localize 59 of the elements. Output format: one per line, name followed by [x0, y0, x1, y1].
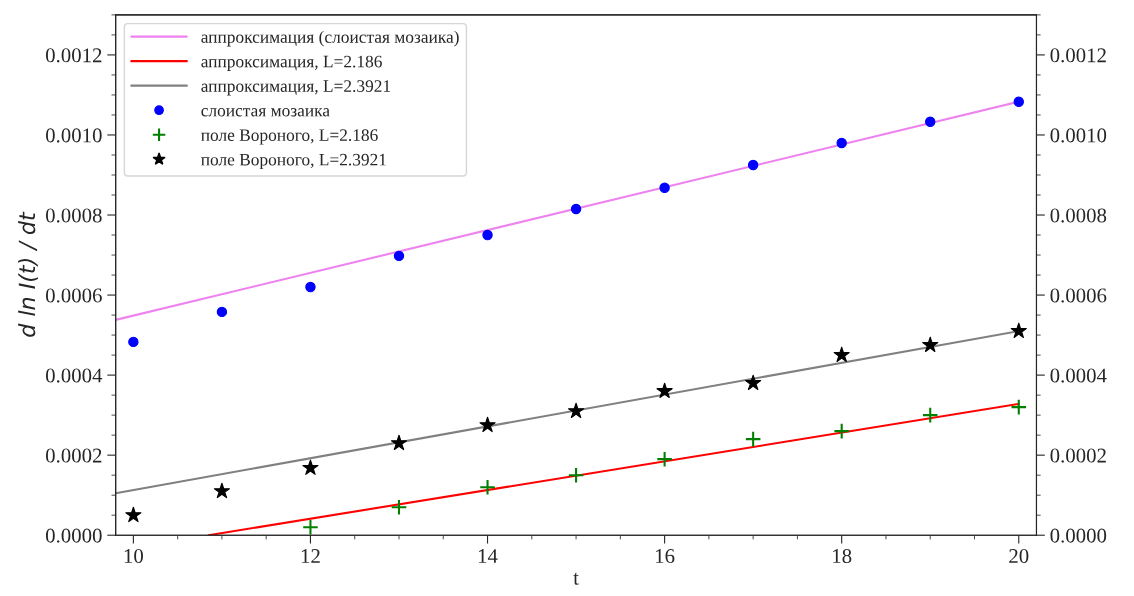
y2-tick-label: 0.0002 — [1050, 448, 1106, 463]
point — [393, 250, 405, 262]
point — [305, 281, 316, 293]
point — [659, 182, 670, 194]
point — [479, 478, 496, 496]
y-tick-label: 0.0002 — [45, 448, 102, 463]
point — [921, 406, 939, 424]
y-tick-label: 0.0012 — [45, 48, 102, 63]
y-tick-label: 0.0010 — [45, 128, 102, 143]
y-tick-label: 0.0000 — [45, 528, 102, 543]
point — [479, 416, 496, 433]
legend-label: поле Вороного, L=2.3921 — [201, 153, 386, 170]
point — [567, 466, 585, 484]
x-tick-label: 18 — [833, 549, 852, 564]
point — [925, 116, 936, 127]
y2-tick-label: 0.0004 — [1050, 368, 1107, 383]
point — [656, 450, 673, 468]
point — [744, 430, 762, 448]
point — [745, 374, 762, 391]
x-tick-label: 16 — [656, 549, 675, 564]
y2-tick-label: 0.0000 — [1050, 528, 1107, 543]
point — [390, 434, 408, 451]
y-axis-title: d ln I(t) / dt — [18, 211, 38, 337]
y2-tick-label: 0.0006 — [1050, 288, 1107, 303]
point — [302, 518, 319, 536]
legend-label: поле Вороного, L=2.186 — [201, 129, 378, 145]
point — [1010, 398, 1028, 416]
point — [833, 422, 851, 440]
point — [482, 229, 493, 241]
y-tick-label: 0.0006 — [45, 288, 102, 303]
point — [390, 498, 408, 516]
point — [570, 203, 582, 215]
point — [747, 159, 759, 171]
legend-label: аппроксимация, L=2.3921 — [201, 80, 391, 96]
point — [1010, 322, 1027, 339]
legend-label: аппроксимация (слоистая мозаика) — [201, 30, 459, 47]
point — [213, 482, 231, 499]
legend-label: аппроксимация, L=2.186 — [201, 55, 382, 71]
y-tick-label: 0.0004 — [45, 368, 103, 383]
y2-tick-label: 0.0010 — [1050, 128, 1107, 143]
point — [656, 382, 673, 399]
point — [216, 306, 228, 318]
point — [833, 346, 850, 363]
x-tick-label: 14 — [478, 549, 498, 563]
x-axis-title: t — [573, 572, 579, 585]
point — [1013, 96, 1024, 107]
y2-tick-label: 0.0008 — [1050, 208, 1107, 223]
legend-label: слоистая мозаика — [201, 108, 330, 117]
point — [125, 506, 142, 523]
point — [302, 459, 319, 475]
point — [567, 402, 585, 419]
x-tick-label: 10 — [124, 549, 143, 564]
y2-tick-label: 0.0012 — [1050, 48, 1106, 63]
x-tick-label: 12 — [301, 549, 320, 563]
point — [922, 336, 939, 353]
point — [128, 336, 139, 348]
x-tick-label: 20 — [1009, 549, 1029, 564]
point — [836, 137, 847, 149]
y-tick-label: 0.0008 — [45, 208, 102, 223]
